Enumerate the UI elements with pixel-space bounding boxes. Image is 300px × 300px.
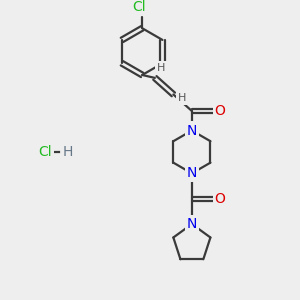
Text: O: O bbox=[215, 104, 226, 118]
Text: Cl: Cl bbox=[133, 0, 146, 14]
Text: O: O bbox=[215, 192, 226, 206]
Text: H: H bbox=[157, 63, 165, 73]
Text: N: N bbox=[187, 124, 197, 137]
Text: N: N bbox=[187, 217, 197, 231]
Text: N: N bbox=[187, 167, 197, 180]
Text: Cl: Cl bbox=[38, 145, 52, 159]
Text: H: H bbox=[178, 93, 186, 103]
Text: H: H bbox=[63, 145, 74, 159]
